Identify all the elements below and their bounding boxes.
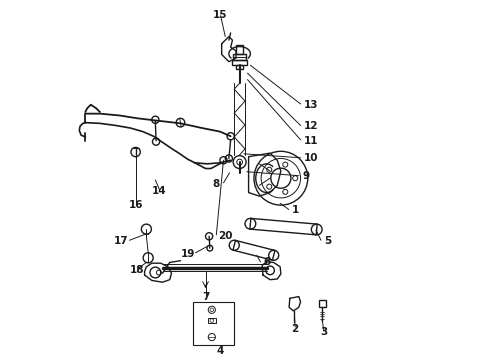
Bar — [208, 319, 216, 323]
Text: 12: 12 — [304, 121, 319, 131]
Bar — [236, 45, 243, 54]
Text: 10: 10 — [304, 153, 319, 163]
Text: 20: 20 — [218, 231, 233, 240]
Bar — [193, 302, 234, 345]
Bar — [236, 64, 243, 69]
Text: 3: 3 — [320, 327, 327, 337]
Text: 19: 19 — [180, 248, 195, 258]
Text: 16: 16 — [128, 200, 143, 210]
Text: 17: 17 — [114, 236, 128, 246]
Text: 15: 15 — [213, 10, 227, 20]
Text: 8: 8 — [213, 179, 220, 189]
Circle shape — [293, 176, 298, 181]
Text: 2: 2 — [292, 324, 299, 334]
Bar — [233, 54, 246, 59]
Circle shape — [283, 162, 288, 167]
Circle shape — [267, 184, 272, 189]
Text: 13: 13 — [304, 100, 319, 110]
Circle shape — [267, 167, 272, 172]
Text: 7: 7 — [202, 292, 209, 302]
Bar — [318, 300, 326, 307]
Text: 1: 1 — [292, 206, 299, 216]
Text: 11: 11 — [304, 136, 319, 145]
Bar — [232, 60, 247, 64]
Text: 5: 5 — [324, 236, 331, 246]
Text: 18: 18 — [130, 265, 145, 275]
Text: 9: 9 — [302, 171, 310, 181]
Text: 4: 4 — [216, 346, 223, 356]
Text: 6: 6 — [263, 257, 270, 267]
Circle shape — [283, 189, 288, 194]
Text: 14: 14 — [151, 186, 166, 196]
